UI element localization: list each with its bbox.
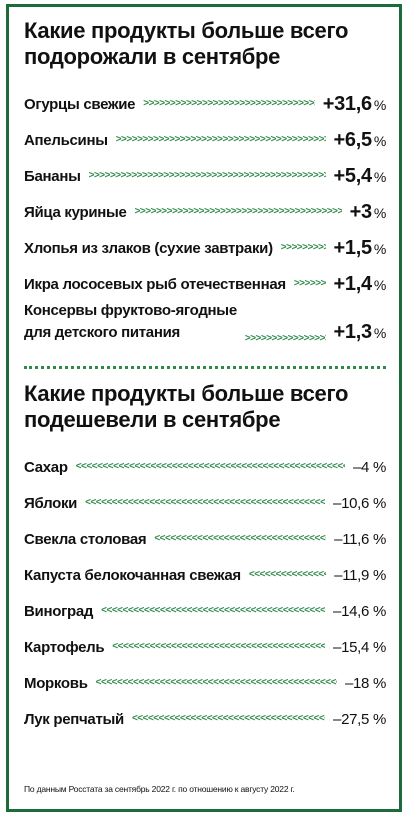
arrow-leader: <<<<<<<<<<<<<<<<<<<<<<<<<<<<<<<<<<<<<<<<… [131,714,325,724]
list-item: Консервы фруктово-ягодные для детского пи… [24,302,386,352]
price-change: +6,5% [333,128,387,151]
decrease-title-line1: Какие продукты больше всего [24,381,349,406]
list-item: Виноград <<<<<<<<<<<<<<<<<<<<<<<<<<<<<<<… [24,593,386,629]
arrow-leader: <<<<<<<<<<<<<<<<<<<<<<<<<<<<<<<<<<<<<<<<… [75,462,345,472]
section-divider [24,366,386,369]
price-change: +3% [349,200,387,223]
arrow-leader: <<<<<<<<<<<<<<<<<<<<<<<<<<<<<<<<<<<<<<<<… [112,642,326,652]
price-change: –27,5 % [333,710,386,728]
arrow-leader: <<<<<<<<<<<<<<<<<<<<<<<<<<<<<<<<<<<<<<<<… [248,570,326,580]
product-name: Лук репчатый [24,710,124,728]
increase-title-line1: Какие продукты больше всего [24,18,349,43]
price-change: +1,4% [333,272,387,295]
price-change: –10,6 % [333,494,386,512]
product-name: Апельсины [24,131,108,149]
price-change: –15,4 % [333,638,386,656]
price-change: –11,9 % [334,566,386,584]
product-name: Бананы [24,167,81,185]
arrow-leader: <<<<<<<<<<<<<<<<<<<<<<<<<<<<<<<<<<<<<<<<… [101,606,326,616]
source-footnote: По данным Росстата за сентябрь 2022 г. п… [24,784,295,794]
list-item: Свекла столовая <<<<<<<<<<<<<<<<<<<<<<<<… [24,521,386,557]
product-name: Картофель [24,638,105,656]
arrow-leader: >>>>>>>>>>>>>>>>>>>>>>>>>>>>>>>>>>>>>>>>… [244,334,326,344]
arrow-leader: <<<<<<<<<<<<<<<<<<<<<<<<<<<<<<<<<<<<<<<<… [154,534,327,544]
price-change: +5,4% [333,164,387,187]
product-name: Консервы фруктово-ягодные для детского пи… [24,302,237,341]
increase-title-line2: подорожали в сентябре [24,44,281,69]
increase-title: Какие продукты больше всего подорожали в… [24,18,386,70]
arrow-leader: >>>>>>>>>>>>>>>>>>>>>>>>>>>>>>>>>>>>>>>>… [280,243,326,253]
arrow-leader: >>>>>>>>>>>>>>>>>>>>>>>>>>>>>>>>>>>>>>>>… [293,279,326,289]
product-name: Капуста белокочанная свежая [24,566,241,584]
arrow-leader: >>>>>>>>>>>>>>>>>>>>>>>>>>>>>>>>>>>>>>>>… [143,99,315,109]
list-item: Апельсины >>>>>>>>>>>>>>>>>>>>>>>>>>>>>>… [24,122,386,158]
list-item: Бананы >>>>>>>>>>>>>>>>>>>>>>>>>>>>>>>>>… [24,158,386,194]
price-change: +31,6% [322,92,387,115]
product-name: Сахар [24,458,68,476]
list-item: Икра лососевых рыб отечественная >>>>>>>… [24,266,386,302]
product-name: Яблоки [24,494,78,512]
infographic-frame [6,4,402,812]
list-item: Сахар <<<<<<<<<<<<<<<<<<<<<<<<<<<<<<<<<<… [24,449,386,485]
list-item: Лук репчатый <<<<<<<<<<<<<<<<<<<<<<<<<<<… [24,701,386,737]
infographic-content: Какие продукты больше всего подорожали в… [24,18,386,737]
price-change: –11,6 % [334,530,386,548]
increase-list: Огурцы свежие >>>>>>>>>>>>>>>>>>>>>>>>>>… [24,86,386,352]
product-name: Хлопья из злаков (сухие завтраки) [24,239,273,257]
product-name: Морковь [24,674,88,692]
arrow-leader: >>>>>>>>>>>>>>>>>>>>>>>>>>>>>>>>>>>>>>>>… [88,171,326,181]
list-item: Морковь <<<<<<<<<<<<<<<<<<<<<<<<<<<<<<<<… [24,665,386,701]
product-name: Яйца куриные [24,203,127,221]
product-name: Свекла столовая [24,530,147,548]
decrease-title: Какие продукты больше всего подешевели в… [24,381,386,433]
price-change: +1,3% [333,321,387,343]
product-name: Огурцы свежие [24,95,136,113]
list-item: Картофель <<<<<<<<<<<<<<<<<<<<<<<<<<<<<<… [24,629,386,665]
list-item: Яйца куриные >>>>>>>>>>>>>>>>>>>>>>>>>>>… [24,194,386,230]
list-item: Яблоки <<<<<<<<<<<<<<<<<<<<<<<<<<<<<<<<<… [24,485,386,521]
price-change: –18 % [344,674,386,692]
product-name: Икра лососевых рыб отечественная [24,275,286,293]
list-item: Хлопья из злаков (сухие завтраки) >>>>>>… [24,230,386,266]
arrow-leader: >>>>>>>>>>>>>>>>>>>>>>>>>>>>>>>>>>>>>>>>… [115,135,326,145]
list-item: Огурцы свежие >>>>>>>>>>>>>>>>>>>>>>>>>>… [24,86,386,122]
product-name: Виноград [24,602,94,620]
decrease-title-line2: подешевели в сентябре [24,407,281,432]
list-item: Капуста белокочанная свежая <<<<<<<<<<<<… [24,557,386,593]
price-change: –14,6 % [333,602,386,620]
price-change: –4 % [353,458,386,476]
price-change: +1,5% [333,236,387,259]
arrow-leader: >>>>>>>>>>>>>>>>>>>>>>>>>>>>>>>>>>>>>>>>… [134,207,342,217]
arrow-leader: <<<<<<<<<<<<<<<<<<<<<<<<<<<<<<<<<<<<<<<<… [85,498,326,508]
arrow-leader: <<<<<<<<<<<<<<<<<<<<<<<<<<<<<<<<<<<<<<<<… [95,678,337,688]
decrease-list: Сахар <<<<<<<<<<<<<<<<<<<<<<<<<<<<<<<<<<… [24,449,386,737]
